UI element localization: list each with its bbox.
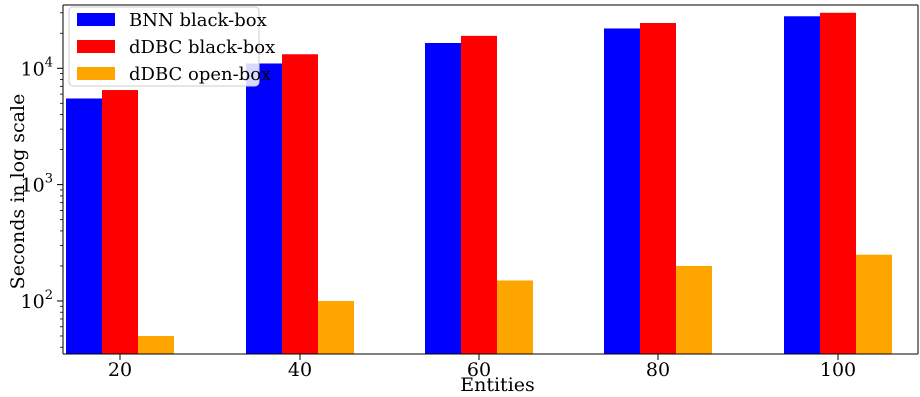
legend-label: BNN black-box [129, 10, 267, 31]
legend-swatch [77, 13, 115, 26]
x-axis-label: Entities [460, 374, 535, 396]
legend: BNN black-box dDBC black-box dDBC open-box [68, 6, 275, 87]
x-tick-label: 60 [467, 359, 491, 381]
bar-ddbc-black-box-60 [461, 35, 497, 354]
axes-group: 102 103 104 20 40 60 80 100 Entities Seconds in l… [7, 4, 919, 396]
legend-box [68, 6, 260, 87]
legend-swatch [77, 67, 115, 80]
y-axis-label: Seconds in log scale [7, 94, 29, 290]
bar-bnn-black-box-20 [66, 98, 102, 354]
bar-bnn-black-box-80 [604, 28, 640, 355]
bar-ddbc-open-box-80 [676, 265, 712, 354]
bar-ddbc-black-box-100 [820, 12, 856, 354]
y-tick-label: 104 [21, 55, 53, 80]
bar-bnn-black-box-60 [425, 42, 461, 355]
x-tick-label: 40 [288, 359, 312, 381]
bar-ddbc-open-box-40 [318, 300, 354, 354]
x-tick-label: 80 [646, 359, 670, 381]
bar-ddbc-open-box-20 [138, 335, 174, 354]
bars-group [66, 12, 892, 355]
bar-bnn-black-box-40 [246, 63, 282, 354]
x-tick-label: 100 [820, 359, 856, 381]
y-tick-label: 102 [21, 288, 53, 313]
legend-label: dDBC black-box [129, 37, 275, 58]
bar-bnn-black-box-100 [784, 16, 820, 354]
bar-ddbc-open-box-60 [497, 280, 533, 354]
bar-ddbc-black-box-40 [282, 54, 318, 355]
bar-ddbc-open-box-100 [856, 254, 892, 354]
bar-ddbc-black-box-20 [102, 90, 138, 354]
bar-ddbc-black-box-80 [640, 23, 676, 354]
legend-swatch [77, 40, 115, 53]
y-tick-label: 103 [21, 172, 53, 197]
x-tick-label: 20 [108, 359, 132, 381]
legend-label: dDBC open-box [129, 64, 271, 85]
